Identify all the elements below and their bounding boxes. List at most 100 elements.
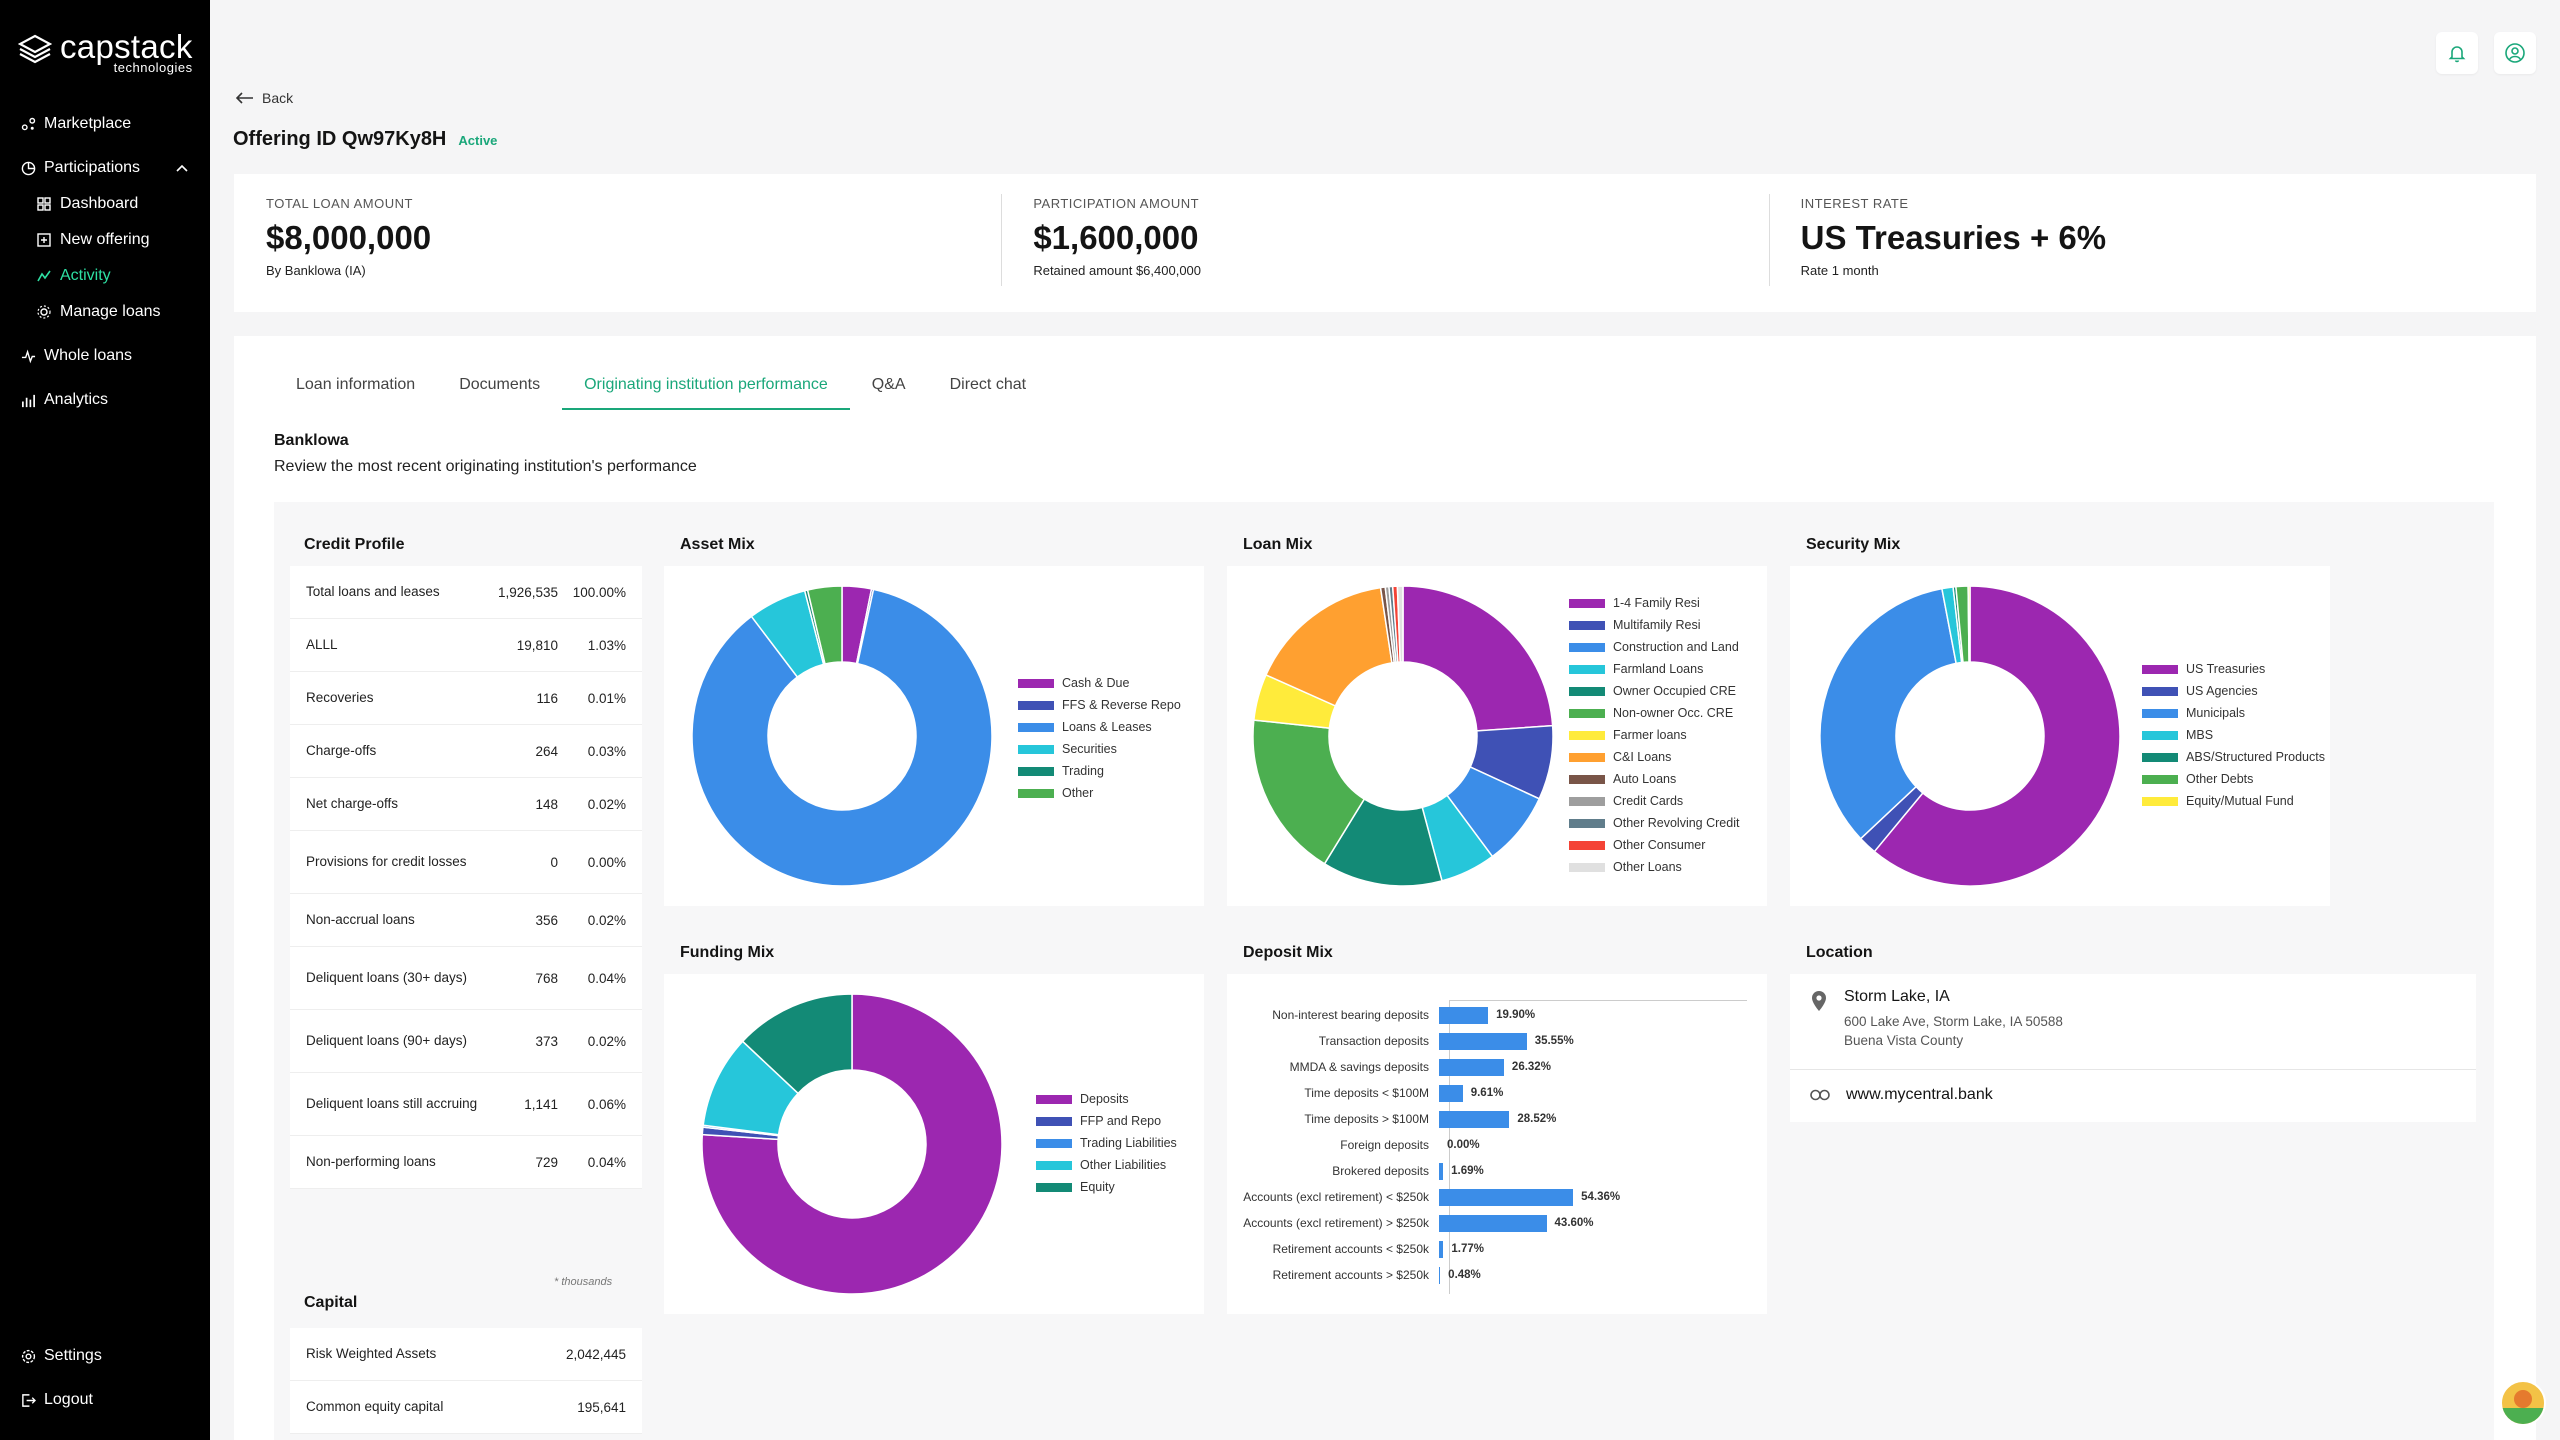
bottom-nav: Settings Logout (0, 1334, 210, 1422)
location-website[interactable]: www.mycentral.bank (1846, 1086, 1993, 1103)
nav-dashboard[interactable]: Dashboard (0, 186, 210, 222)
legend-swatch (1018, 678, 1054, 688)
legend-swatch (1018, 744, 1054, 754)
pie-slice[interactable] (741, 994, 853, 1095)
legend-item: Multifamily Resi (1569, 614, 1739, 636)
credit-row: Total loans and leases 1,926,535 100.00% (290, 566, 642, 619)
nav-analytics[interactable]: Analytics (0, 382, 210, 418)
deposit-bar[interactable] (1439, 1162, 1444, 1180)
credit-row-pct: 0.04% (587, 970, 626, 986)
pie-slice[interactable] (702, 994, 1002, 1294)
tab-loan-information[interactable]: Loan information (296, 376, 416, 393)
deposit-bar[interactable] (1439, 1084, 1463, 1102)
nav-activity[interactable]: Activity (0, 258, 210, 294)
nav-manage-loans[interactable]: Manage loans (0, 294, 210, 330)
deposit-row: MMDA & savings deposits 26.32% (1227, 1058, 1551, 1076)
legend-label: Other Liabilities (1080, 1158, 1167, 1172)
legend-swatch (1018, 788, 1054, 798)
deposit-label: Non-interest bearing deposits (1272, 1008, 1429, 1022)
legend-label: 1-4 Family Resi (1613, 596, 1700, 610)
legend-item: Other Consumer (1569, 834, 1739, 856)
map-pin-icon (1812, 991, 1826, 1011)
deposit-bar[interactable] (1439, 1266, 1441, 1284)
credit-row-pct: 0.00% (587, 854, 626, 870)
tab-qa[interactable]: Q&A (871, 376, 906, 393)
security-mix-chart (1820, 586, 2120, 886)
pie-slice[interactable] (1396, 586, 1404, 663)
nav-marketplace[interactable]: Marketplace (0, 106, 210, 142)
nav-new-offering[interactable]: New offering (0, 222, 210, 258)
tab-direct-chat[interactable]: Direct chat (949, 376, 1027, 393)
pie-slice[interactable] (1820, 587, 1958, 840)
nav-whole-loans[interactable]: Whole loans (0, 338, 210, 374)
credit-row-pct: 0.02% (587, 912, 626, 928)
legend-label: Other Loans (1613, 860, 1682, 874)
pie-slice[interactable] (1402, 586, 1553, 732)
legend-item: Farmland Loans (1569, 658, 1739, 680)
pie-slice[interactable] (1253, 719, 1366, 865)
pie-slice[interactable] (1873, 586, 2120, 886)
deposit-label: Brokered deposits (1332, 1164, 1429, 1178)
legend-label: Equity (1080, 1180, 1115, 1194)
credit-row-pct: 0.02% (587, 796, 626, 812)
deposit-bar[interactable] (1439, 1006, 1489, 1024)
deposit-bar[interactable] (1439, 1110, 1510, 1128)
participation-sub: Retained amount $6,400,000 (1033, 263, 1202, 278)
deposit-row: Accounts (excl retirement) > $250k 43.60% (1227, 1214, 1594, 1232)
logo-sub: technologies (113, 60, 193, 75)
loan-mix-legend: 1-4 Family Resi Multifamily Resi Construct… (1569, 592, 1739, 878)
pie-slice[interactable] (1967, 586, 1971, 663)
legend-label: Other (1062, 786, 1094, 800)
tab-originating-institution-performance[interactable]: Originating institution performance (562, 376, 850, 410)
pie-slice[interactable] (692, 588, 992, 886)
logout-icon (20, 1392, 36, 1408)
credit-row: Recoveries 116 0.01% (290, 672, 642, 725)
deposit-row: Retirement accounts > $250k 0.48% (1227, 1266, 1481, 1284)
loan-mix-title: Loan Mix (1243, 536, 1313, 553)
profile-button[interactable] (2494, 32, 2536, 74)
nav-logout[interactable]: Logout (0, 1378, 210, 1422)
deposit-bar[interactable] (1439, 1058, 1504, 1076)
tab-documents[interactable]: Documents (459, 376, 541, 393)
legend-swatch (1018, 766, 1054, 776)
deposit-row: Non-interest bearing deposits 19.90% (1227, 1006, 1535, 1024)
legend-swatch (1569, 598, 1605, 608)
asset-mix-title: Asset Mix (680, 536, 755, 553)
credit-row-label: Deliquent loans (30+ days) (306, 970, 467, 986)
location-website-row[interactable]: www.mycentral.bank (1790, 1070, 2476, 1120)
notifications-button[interactable] (2436, 32, 2478, 74)
nav-dashboard-label: Dashboard (60, 195, 139, 212)
deposit-axis-line (1449, 1000, 1747, 1001)
credit-row-label: ALLL (306, 637, 338, 653)
credit-row-value: 116 (536, 690, 558, 706)
legend-swatch (1569, 686, 1605, 696)
total-loan-sub: By Banklowa (IA) (266, 263, 366, 278)
capital-row-label: Risk Weighted Assets (306, 1346, 437, 1362)
legend-item: Trading Liabilities (1036, 1132, 1177, 1154)
performance-area: Credit Profile Total loans and leases 1,9… (274, 502, 2494, 1440)
legend-label: Non-owner Occ. CRE (1613, 706, 1734, 720)
chevron-up-icon[interactable] (176, 159, 188, 177)
credit-row-label: Provisions for credit losses (306, 854, 467, 870)
deposit-bar[interactable] (1439, 1188, 1574, 1206)
total-loan-value: $8,000,000 (266, 219, 432, 256)
back-link[interactable]: Back (236, 90, 293, 106)
nav-participations[interactable]: Participations (0, 150, 210, 186)
legend-swatch (1569, 818, 1605, 828)
manage-loans-icon (36, 304, 52, 320)
legend-label: Other Debts (2186, 772, 2254, 786)
nav-activity-label: Activity (60, 267, 111, 284)
assistant-avatar[interactable] (2500, 1380, 2546, 1426)
pie-slice[interactable] (806, 586, 843, 665)
deposit-bar[interactable] (1439, 1214, 1547, 1232)
deposit-bar[interactable] (1439, 1240, 1444, 1258)
deposit-bar[interactable] (1439, 1032, 1527, 1050)
logo[interactable]: capstack technologies (18, 30, 193, 74)
legend-item: ABS/Structured Products (2142, 746, 2325, 768)
legend-item: Trading (1018, 760, 1181, 782)
nav-settings[interactable]: Settings (0, 1334, 210, 1378)
interest-rate-sub: Rate 1 month (1800, 263, 1879, 278)
credit-row: Non-performing loans 729 0.04% (290, 1136, 642, 1189)
deposit-value: 1.77% (1451, 1243, 1484, 1255)
legend-swatch (1569, 752, 1605, 762)
